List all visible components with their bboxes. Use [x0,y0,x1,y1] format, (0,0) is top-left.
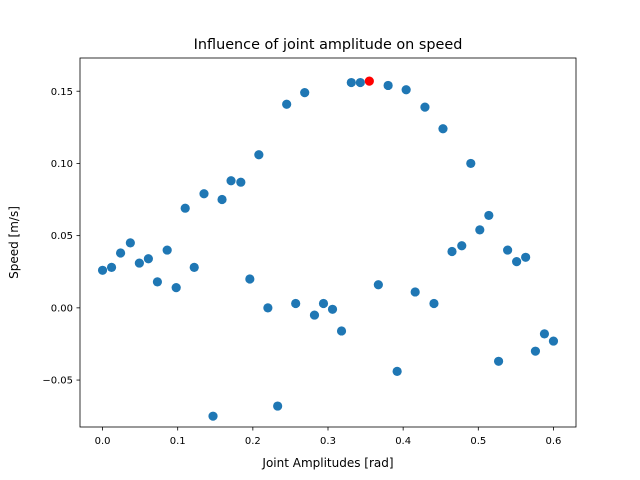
y-tick-label: 0.15 [51,87,73,98]
y-tick-label: 0.00 [51,303,73,314]
data-point [143,254,153,264]
best-point [364,76,374,86]
y-axis-label: Speed [m/s] [7,206,21,279]
data-point [484,210,494,221]
data-point [134,258,144,268]
x-tick-label: 0.5 [470,436,486,447]
data-point [254,150,264,160]
data-point [226,176,236,186]
x-tick-label: 0.3 [320,436,336,447]
y-axis-ticks: −0.05 0.00 0.05 0.10 0.15 [42,87,80,387]
x-tick-label: 0.2 [245,436,261,447]
data-point [336,326,347,336]
data-point [106,262,117,273]
data-point [373,280,383,290]
chart-title: Influence of joint amplitude on speed [194,37,463,53]
data-point [475,225,485,235]
data-point [447,246,457,257]
data-point [300,88,310,98]
y-tick-label: 0.10 [51,159,73,170]
data-point [199,189,209,199]
data-point [493,356,504,366]
data-point [327,304,338,314]
data-point [115,248,126,258]
data-point [512,257,522,267]
data-point [152,277,163,287]
data-point [245,274,255,284]
data-point [236,177,246,187]
y-tick-label: 0.05 [51,231,73,242]
data-point [392,366,402,376]
x-axis-label: Joint Amplitudes [rad] [261,456,393,470]
data-point [429,298,439,309]
data-point [530,346,541,356]
data-point [309,310,320,320]
data-point [548,336,559,346]
x-tick-label: 0.4 [395,436,411,447]
data-point [282,99,292,109]
data-point [162,245,172,255]
data-point [125,238,135,248]
data-point [466,158,476,169]
data-point [346,77,356,88]
data-point [420,102,430,112]
y-tick-label: −0.05 [42,376,73,387]
data-point [521,252,531,262]
data-point [180,203,190,213]
data-point [171,283,181,293]
x-tick-label: 0.0 [95,436,111,447]
data-point [97,265,108,275]
data-point [273,401,283,411]
data-point [355,77,365,88]
data-point [457,241,467,251]
data-point [291,298,301,309]
data-point [410,287,420,297]
data-point [383,80,393,91]
x-axis-ticks: 0.0 0.1 0.2 0.3 0.4 0.5 0.6 [95,427,562,447]
data-point [217,194,227,205]
data-point [318,298,329,309]
data-point [263,303,273,313]
data-point [401,85,411,95]
x-tick-label: 0.1 [170,436,186,447]
data-point [539,329,550,339]
x-tick-label: 0.6 [546,436,562,447]
data-point [208,411,218,421]
data-point [189,262,199,273]
data-point [503,245,513,255]
data-point [438,124,448,134]
data-points [97,76,559,421]
